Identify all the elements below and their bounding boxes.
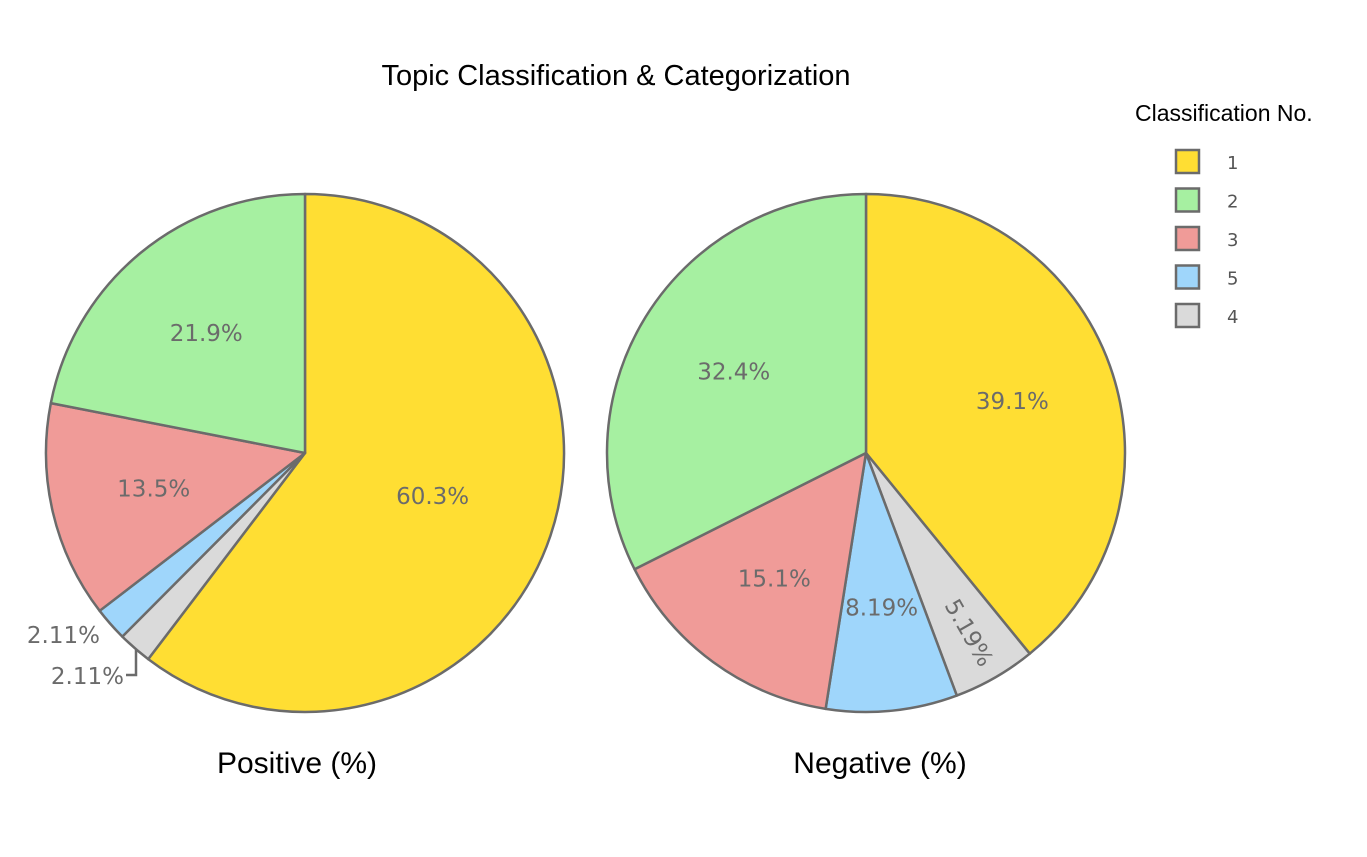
legend: Classification No. 1 2 3 5 4 (1135, 100, 1313, 329)
slice-label: 32.4% (697, 359, 770, 385)
pie-slice-1[interactable] (146, 192, 566, 714)
pie-slice-3[interactable] (633, 451, 868, 711)
slice-label: 2.11% (27, 623, 100, 649)
slice-label: 8.19% (845, 596, 918, 622)
legend-label: 1 (1227, 153, 1238, 174)
slice-label: 60.3% (396, 484, 469, 510)
pie-title-positive: Positive (%) (217, 747, 377, 780)
label-leader-line (126, 650, 138, 677)
pie-slice-3[interactable] (44, 401, 307, 613)
legend-swatch (1174, 148, 1201, 175)
legend-item-4[interactable]: 4 (1174, 302, 1238, 329)
chart-title: Topic Classification & Categorization (381, 60, 850, 92)
legend-swatch (1174, 264, 1201, 290)
legend-swatch (1174, 302, 1201, 329)
legend-swatch (1174, 225, 1201, 252)
pie-slice-2[interactable] (605, 192, 868, 571)
legend-label: 4 (1227, 307, 1238, 328)
pie-negative: 39.1%5.19%8.19%15.1%32.4% (605, 192, 1127, 714)
pie-slice-5[interactable] (824, 451, 959, 714)
slice-label: 39.1% (976, 389, 1049, 415)
slice-label: 21.9% (170, 321, 243, 347)
legend-title: Classification No. (1135, 100, 1313, 126)
legend-item-1[interactable]: 1 (1174, 148, 1238, 175)
pie-title-negative: Negative (%) (793, 747, 966, 780)
pie-slice-1[interactable] (864, 192, 1127, 655)
legend-item-2[interactable]: 2 (1174, 187, 1238, 213)
pie-positive: 60.3% 2.11% 2.11% 13.5% 21.9% (27, 192, 566, 714)
legend-label: 2 (1227, 192, 1238, 213)
legend-label: 3 (1227, 230, 1238, 251)
legend-item-3[interactable]: 3 (1174, 225, 1238, 252)
legend-item-5[interactable]: 5 (1174, 264, 1238, 290)
slice-label: 2.11% (51, 664, 124, 690)
legend-label: 5 (1227, 269, 1238, 290)
legend-swatch (1174, 187, 1201, 213)
slice-label: 13.5% (117, 477, 190, 503)
pie-slice-2[interactable] (49, 192, 307, 455)
slice-label: 15.1% (738, 566, 811, 592)
